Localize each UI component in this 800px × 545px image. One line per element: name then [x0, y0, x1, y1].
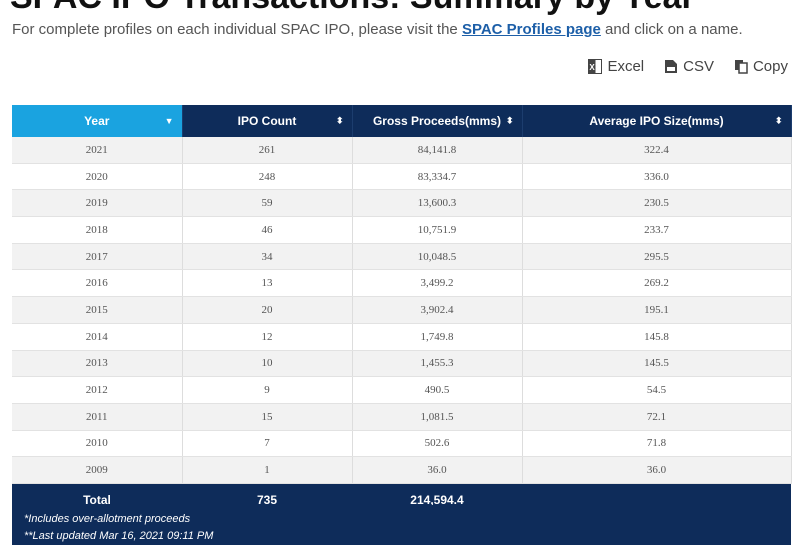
table-row: 2020 248 83,334.7 336.0: [12, 163, 792, 191]
intro-suffix: and click on a name.: [600, 21, 743, 38]
year-cell: 2011: [12, 403, 183, 431]
average-ipo-size-cell: 230.5: [522, 189, 792, 218]
table-header-row: Year ▼ IPO Count ⬍ Gross Proceeds(mms) ⬍ Av…: [12, 105, 792, 137]
year-cell: 2012: [12, 376, 183, 404]
note-last-updated: **Last updated Mar 16, 2021 09:11 PM: [24, 530, 214, 542]
table-row: 2009 1 36.0 36.0: [12, 456, 792, 484]
table-row: 2010 7 502.6 71.8: [12, 430, 792, 458]
average-ipo-size-cell: 36.0: [522, 456, 792, 484]
sort-desc-icon: ▼: [164, 116, 174, 126]
column-header-ipo-count[interactable]: IPO Count ⬍: [182, 105, 353, 137]
year-cell: 2009: [12, 456, 183, 484]
csv-label: CSV: [683, 58, 714, 75]
gross-proceeds-cell: 502.6: [352, 430, 523, 458]
gross-proceeds-cell: 84,141.8: [352, 137, 523, 164]
intro-text: For complete profiles on each individual…: [12, 21, 743, 38]
year-cell: 2018: [12, 216, 183, 244]
excel-button[interactable]: X Excel: [588, 58, 644, 75]
copy-button[interactable]: Copy: [734, 58, 788, 75]
ipo-count-cell: 34: [182, 243, 353, 271]
table-row: 2013 10 1,455.3 145.5: [12, 350, 792, 378]
table-row: 2019 59 13,600.3 230.5: [12, 189, 792, 218]
gross-proceeds-cell: 1,081.5: [352, 403, 523, 431]
csv-icon: [664, 59, 678, 74]
note-over-allotment: *Includes over-allotment proceeds: [24, 513, 191, 525]
table-notes: *Includes over-allotment proceeds **Last…: [12, 505, 791, 545]
average-ipo-size-cell: 233.7: [522, 216, 792, 244]
average-ipo-size-cell: 322.4: [522, 137, 792, 164]
ipo-count-cell: 15: [182, 403, 353, 431]
ipo-count-cell: 7: [182, 430, 353, 458]
gross-proceeds-cell: 83,334.7: [352, 163, 523, 191]
average-ipo-size-cell: 295.5: [522, 243, 792, 271]
ipo-count-cell: 10: [182, 350, 353, 378]
year-cell: 2019: [12, 189, 183, 218]
table-row: 2021 261 84,141.8 322.4: [12, 137, 792, 164]
gross-proceeds-cell: 3,902.4: [352, 296, 523, 324]
csv-button[interactable]: CSV: [664, 58, 714, 75]
average-ipo-size-cell: 336.0: [522, 163, 792, 191]
year-cell: 2015: [12, 296, 183, 324]
average-ipo-size-cell: 269.2: [522, 269, 792, 298]
column-header-average-ipo-size[interactable]: Average IPO Size(mms) ⬍: [522, 105, 792, 137]
gross-proceeds-cell: 10,751.9: [352, 216, 523, 244]
table-row: 2016 13 3,499.2 269.2: [12, 269, 792, 298]
average-ipo-size-cell: 145.5: [522, 350, 792, 378]
ipo-count-cell: 1: [182, 456, 353, 484]
average-ipo-size-cell: 145.8: [522, 323, 792, 351]
table-row: 2015 20 3,902.4 195.1: [12, 296, 792, 324]
excel-label: Excel: [607, 58, 645, 75]
table-row: 2012 9 490.5 54.5: [12, 376, 792, 404]
table-row: 2011 15 1,081.5 72.1: [12, 403, 792, 431]
spac-summary-table: Year ▼ IPO Count ⬍ Gross Proceeds(mms) ⬍ Av…: [12, 105, 792, 516]
column-header-year[interactable]: Year ▼: [12, 105, 183, 137]
average-ipo-size-cell: 71.8: [522, 430, 792, 458]
year-cell: 2016: [12, 269, 183, 298]
sort-icon: ⬍: [774, 115, 783, 126]
sort-icon: ⬍: [335, 115, 344, 126]
gross-proceeds-cell: 13,600.3: [352, 189, 523, 218]
gross-proceeds-cell: 1,749.8: [352, 323, 523, 351]
gross-proceeds-cell: 1,455.3: [352, 350, 523, 378]
svg-text:X: X: [590, 63, 596, 72]
gross-proceeds-cell: 3,499.2: [352, 269, 523, 298]
year-cell: 2020: [12, 163, 183, 191]
year-cell: 2021: [12, 137, 183, 164]
column-header-gross-proceeds[interactable]: Gross Proceeds(mms) ⬍: [352, 105, 523, 137]
ipo-count-cell: 9: [182, 376, 353, 404]
ipo-count-cell: 248: [182, 163, 353, 191]
ipo-count-cell: 13: [182, 269, 353, 298]
sort-icon: ⬍: [505, 115, 514, 126]
export-toolbar: X Excel CSV Copy: [588, 58, 788, 75]
year-cell: 2014: [12, 323, 183, 351]
year-cell: 2010: [12, 430, 183, 458]
average-ipo-size-cell: 72.1: [522, 403, 792, 431]
copy-icon: [734, 59, 748, 74]
spac-profiles-link[interactable]: SPAC Profiles page: [461, 21, 601, 38]
ipo-count-cell: 20: [182, 296, 353, 324]
page-title: SPAC IPO Transactions: Summary by Year: [10, 0, 695, 17]
gross-proceeds-cell: 36.0: [352, 456, 523, 484]
ipo-count-cell: 46: [182, 216, 353, 244]
table-row: 2017 34 10,048.5 295.5: [12, 243, 792, 271]
year-cell: 2017: [12, 243, 183, 271]
average-ipo-size-cell: 195.1: [522, 296, 792, 324]
table-body: 2021 261 84,141.8 322.4 2020 248 83,334.7 336.0…: [12, 137, 792, 484]
copy-label: Copy: [752, 58, 788, 75]
gross-proceeds-cell: 10,048.5: [352, 243, 523, 271]
excel-icon: X: [588, 59, 603, 74]
ipo-count-cell: 59: [182, 189, 353, 218]
table-row: 2018 46 10,751.9 233.7: [12, 216, 792, 244]
year-cell: 2013: [12, 350, 183, 378]
table-row: 2014 12 1,749.8 145.8: [12, 323, 792, 351]
ipo-count-cell: 261: [182, 137, 353, 164]
gross-proceeds-cell: 490.5: [352, 376, 523, 404]
ipo-count-cell: 12: [182, 323, 353, 351]
intro-prefix: For complete profiles on each individual…: [12, 21, 462, 38]
average-ipo-size-cell: 54.5: [522, 376, 792, 404]
